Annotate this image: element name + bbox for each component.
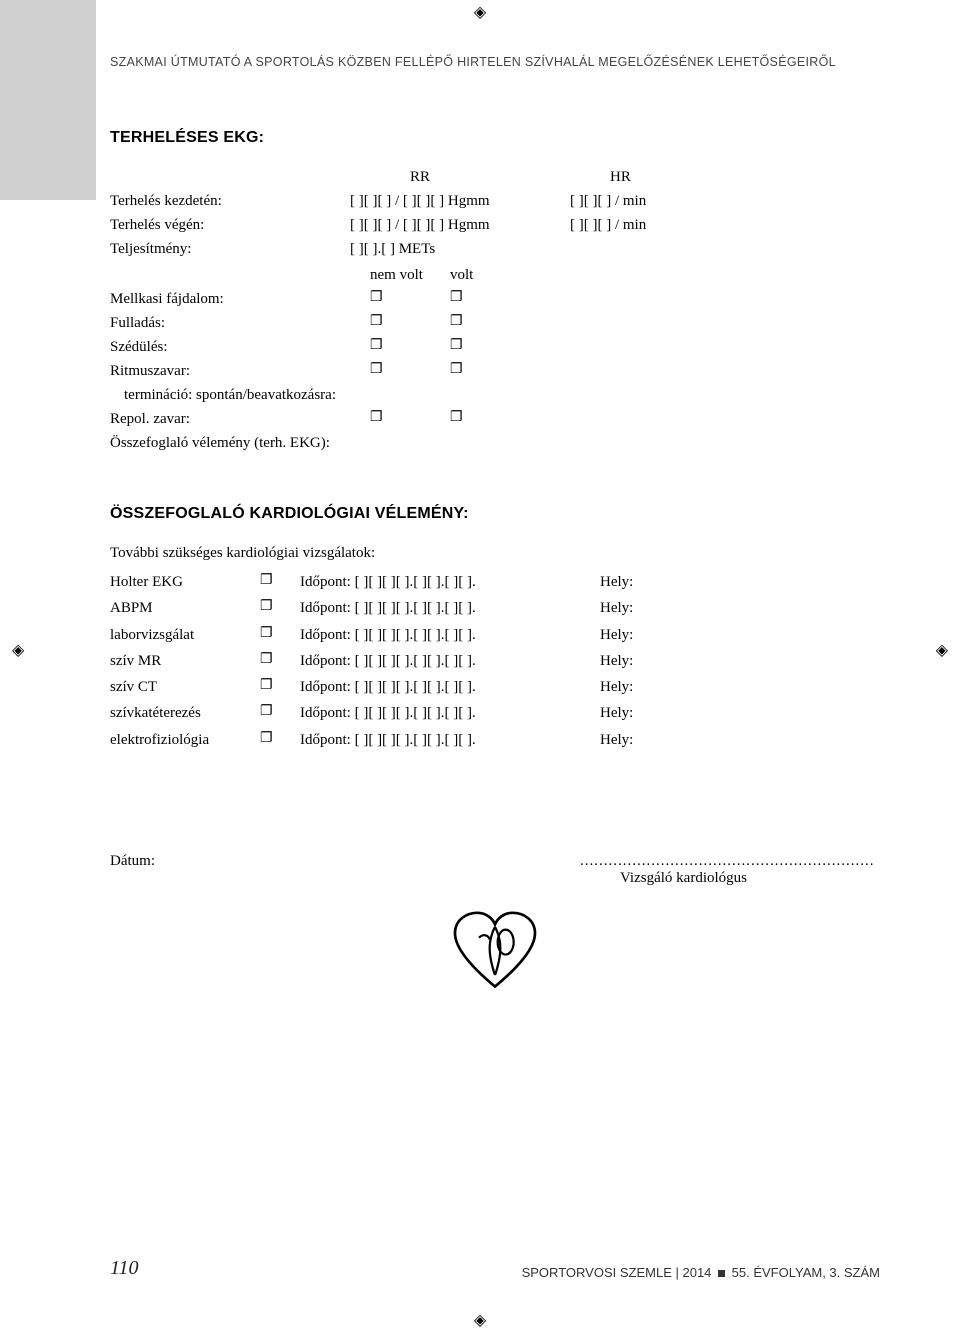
- exam-row: laborvizsgálat❐Időpont: [ ][ ][ ][ ].[ ]…: [110, 622, 880, 648]
- square-bullet-icon: [718, 1270, 725, 1277]
- symptom-label: Szédülés:: [110, 335, 370, 359]
- value-start-rr[interactable]: [ ][ ][ ] / [ ][ ][ ] Hgmm: [350, 189, 570, 213]
- exam-location-label: Hely:: [600, 700, 680, 726]
- exam-time[interactable]: Időpont: [ ][ ][ ][ ].[ ][ ].[ ][ ].: [300, 595, 600, 621]
- exam-name: laborvizsgálat: [110, 622, 260, 648]
- exam-location-label: Hely:: [600, 622, 680, 648]
- checkbox[interactable]: ❐: [370, 311, 450, 335]
- checkbox[interactable]: ❐: [260, 622, 300, 648]
- value-performance[interactable]: [ ][ ].[ ] METs: [350, 237, 570, 261]
- exam-time[interactable]: Időpont: [ ][ ][ ][ ].[ ][ ].[ ][ ].: [300, 700, 600, 726]
- checkbox[interactable]: ❐: [450, 287, 530, 311]
- exam-time[interactable]: Időpont: [ ][ ][ ][ ].[ ][ ].[ ][ ].: [300, 727, 600, 753]
- running-header: SZAKMAI ÚTMUTATÓ A SPORTOLÁS KÖZBEN FELL…: [110, 55, 880, 69]
- section-title-ekg: TERHELÉSES EKG:: [110, 129, 880, 147]
- checkbox[interactable]: ❐: [370, 287, 450, 311]
- checkbox[interactable]: ❐: [370, 407, 450, 431]
- repol-label: Repol. zavar:: [110, 407, 370, 431]
- footer-journal: SPORTORVOSI SZEMLE | 2014 55. ÉVFOLYAM, …: [522, 1265, 880, 1280]
- exam-time[interactable]: Időpont: [ ][ ][ ][ ].[ ][ ].[ ][ ].: [300, 648, 600, 674]
- checkbox[interactable]: ❐: [260, 648, 300, 674]
- checkbox[interactable]: ❐: [450, 407, 530, 431]
- exam-row: Holter EKG❐Időpont: [ ][ ][ ][ ].[ ][ ].…: [110, 569, 880, 595]
- exam-time[interactable]: Időpont: [ ][ ][ ][ ].[ ][ ].[ ][ ].: [300, 569, 600, 595]
- value-end-hr[interactable]: [ ][ ][ ] / min: [570, 213, 730, 237]
- exam-row: szív CT❐Időpont: [ ][ ][ ][ ].[ ][ ].[ ]…: [110, 674, 880, 700]
- column-header-hr: HR: [570, 165, 730, 189]
- footer-journal-name: SPORTORVOSI SZEMLE: [522, 1265, 672, 1280]
- symptom-label: Ritmuszavar:: [110, 359, 370, 383]
- label-start: Terhelés kezdetén:: [110, 189, 350, 213]
- exam-time[interactable]: Időpont: [ ][ ][ ][ ].[ ][ ].[ ][ ].: [300, 622, 600, 648]
- cardiology-summary: További szükséges kardiológiai vizsgálat…: [110, 541, 880, 753]
- column-header-rr: RR: [350, 165, 570, 189]
- symptom-label: Fulladás:: [110, 311, 370, 335]
- exam-row: elektrofiziológia❐Időpont: [ ][ ][ ][ ].…: [110, 727, 880, 753]
- checkbox[interactable]: ❐: [450, 335, 530, 359]
- exam-row: szív MR❐Időpont: [ ][ ][ ][ ].[ ][ ].[ ]…: [110, 648, 880, 674]
- value-start-hr[interactable]: [ ][ ][ ] / min: [570, 189, 730, 213]
- footer-issue: 55. ÉVFOLYAM, 3. SZÁM: [732, 1265, 880, 1280]
- exam-name: elektrofiziológia: [110, 727, 260, 753]
- date-label: Dátum:: [110, 853, 155, 887]
- checkbox[interactable]: ❐: [260, 700, 300, 726]
- checkbox[interactable]: ❐: [370, 335, 450, 359]
- value-end-rr[interactable]: [ ][ ][ ] / [ ][ ][ ] Hgmm: [350, 213, 570, 237]
- exam-location-label: Hely:: [600, 595, 680, 621]
- signature-line: ........................................…: [580, 853, 880, 870]
- registration-mark-icon: ◈: [474, 1310, 486, 1330]
- page-tab: [0, 0, 96, 200]
- registration-mark-icon: ◈: [936, 640, 948, 660]
- registration-mark-icon: ◈: [12, 640, 24, 660]
- exam-row: ABPM❐Időpont: [ ][ ][ ][ ].[ ][ ].[ ][ ]…: [110, 595, 880, 621]
- column-header-no: nem volt: [370, 263, 450, 287]
- termination-label: termináció: spontán/beavatkozásra:: [110, 383, 370, 407]
- ekg-form: RR HR Terhelés kezdetén: [ ][ ][ ] / [ ]…: [110, 165, 880, 455]
- further-exams-intro: További szükséges kardiológiai vizsgálat…: [110, 541, 880, 565]
- checkbox[interactable]: ❐: [260, 595, 300, 621]
- footer-sep: |: [672, 1265, 683, 1280]
- exam-location-label: Hely:: [600, 727, 680, 753]
- label-end: Terhelés végén:: [110, 213, 350, 237]
- checkbox[interactable]: ❐: [450, 359, 530, 383]
- section-title-summary: ÖSSZEFOGLALÓ KARDIOLÓGIAI VÉLEMÉNY:: [110, 505, 880, 523]
- checkbox[interactable]: ❐: [260, 674, 300, 700]
- exam-name: ABPM: [110, 595, 260, 621]
- checkbox[interactable]: ❐: [450, 311, 530, 335]
- checkbox[interactable]: ❐: [260, 569, 300, 595]
- symptom-label: Mellkasi fájdalom:: [110, 287, 370, 311]
- signature-label: Vizsgáló kardiológus: [580, 870, 880, 887]
- exam-name: szív MR: [110, 648, 260, 674]
- checkbox[interactable]: ❐: [370, 359, 450, 383]
- exam-location-label: Hely:: [600, 648, 680, 674]
- heart-logo-icon: [450, 911, 540, 991]
- label-performance: Teljesítmény:: [110, 237, 350, 261]
- exam-time[interactable]: Időpont: [ ][ ][ ][ ].[ ][ ].[ ][ ].: [300, 674, 600, 700]
- footer-year: 2014: [682, 1265, 711, 1280]
- registration-mark-icon: ◈: [474, 2, 486, 22]
- column-header-yes: volt: [450, 263, 530, 287]
- exam-name: Holter EKG: [110, 569, 260, 595]
- exam-name: szív CT: [110, 674, 260, 700]
- exam-location-label: Hely:: [600, 674, 680, 700]
- checkbox[interactable]: ❐: [260, 727, 300, 753]
- exam-location-label: Hely:: [600, 569, 680, 595]
- summary-label: Összefoglaló vélemény (terh. EKG):: [110, 431, 330, 455]
- page-number: 110: [110, 1257, 139, 1280]
- exam-row: szívkatéterezés❐Időpont: [ ][ ][ ][ ].[ …: [110, 700, 880, 726]
- exam-name: szívkatéterezés: [110, 700, 260, 726]
